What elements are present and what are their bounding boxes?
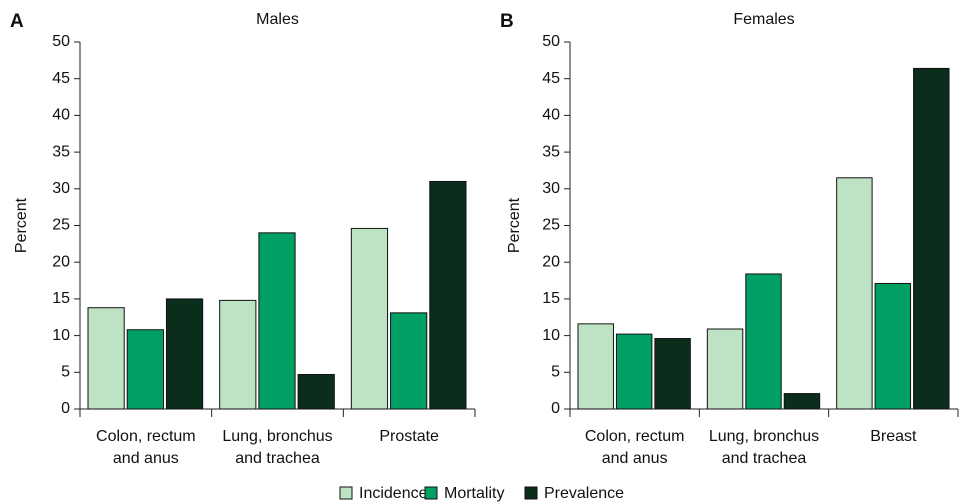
y-tick-label: 5: [61, 364, 70, 381]
panel-label: B: [500, 11, 514, 32]
bar: [350, 227, 389, 410]
bar: [706, 328, 744, 410]
y-tick-label: 25: [542, 217, 560, 234]
legend-label: Mortality: [444, 485, 504, 502]
y-tick-label: 25: [52, 217, 70, 234]
y-tick-label: 35: [542, 143, 560, 160]
bar: [577, 323, 614, 410]
bar: [87, 307, 125, 410]
bar: [258, 232, 296, 410]
legend-label: Incidence: [359, 485, 428, 502]
chart-title: Males: [256, 11, 299, 28]
y-tick-label: 20: [52, 253, 70, 270]
y-tick-label: 35: [52, 143, 70, 160]
bar: [615, 333, 653, 410]
x-tick-label: and anus: [113, 450, 179, 467]
bar: [219, 299, 257, 410]
x-tick-label: and trachea: [235, 450, 320, 467]
y-tick-label: 20: [542, 253, 560, 270]
bar: [126, 329, 164, 410]
legend-swatch: [339, 486, 353, 500]
y-tick-label: 0: [551, 400, 560, 417]
y-tick-label: 50: [542, 33, 560, 50]
x-tick-label: and anus: [602, 450, 668, 467]
bar: [913, 67, 950, 410]
y-tick-label: 5: [551, 364, 560, 381]
x-tick-label: Lung, bronchus: [222, 428, 332, 445]
y-tick-label: 50: [52, 33, 70, 50]
panel-label: A: [10, 11, 24, 32]
legend-label: Prevalence: [544, 485, 624, 502]
y-tick-label: 15: [52, 290, 70, 307]
bar: [165, 298, 204, 410]
bar: [654, 338, 691, 410]
y-axis-label: Percent: [506, 197, 523, 253]
y-tick-label: 0: [61, 400, 70, 417]
x-tick-label: and trachea: [722, 450, 807, 467]
y-tick-label: 15: [542, 290, 560, 307]
y-tick-label: 45: [52, 70, 70, 87]
y-tick-label: 45: [542, 70, 560, 87]
x-tick-label: Breast: [870, 428, 917, 445]
bar: [874, 282, 912, 410]
y-tick-label: 10: [52, 327, 70, 344]
x-tick-label: Colon, rectum: [96, 428, 196, 445]
bar: [783, 393, 821, 410]
y-tick-label: 30: [542, 180, 560, 197]
y-tick-label: 10: [542, 327, 560, 344]
legend-swatch: [524, 486, 538, 500]
y-tick-label: 40: [542, 107, 560, 124]
y-tick-label: 30: [52, 180, 70, 197]
chart-title: Females: [733, 11, 794, 28]
x-tick-label: Lung, bronchus: [709, 428, 819, 445]
bar: [836, 177, 873, 410]
y-tick-label: 40: [52, 107, 70, 124]
x-tick-label: Prostate: [379, 428, 439, 445]
bar: [390, 312, 428, 410]
x-tick-label: Colon, rectum: [585, 428, 685, 445]
bar: [297, 374, 335, 410]
bar: [745, 273, 782, 410]
y-axis-label: Percent: [13, 197, 30, 253]
bar: [429, 180, 467, 410]
legend-swatch: [424, 486, 438, 500]
